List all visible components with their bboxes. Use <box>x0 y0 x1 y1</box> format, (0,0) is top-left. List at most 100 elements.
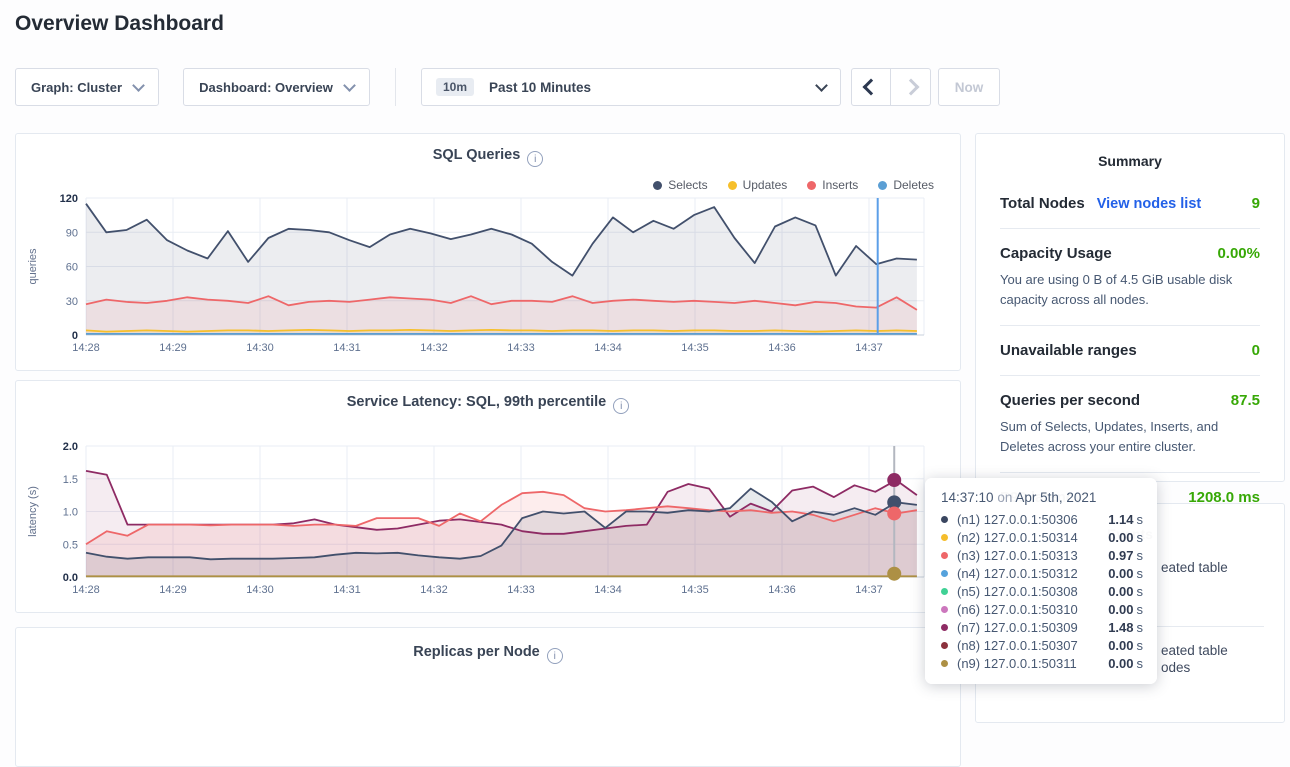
chevron-down-icon <box>815 78 828 92</box>
legend-item-updates[interactable]: Updates <box>727 178 787 192</box>
sql-queries-legend: Selects Updates Inserts Deletes <box>653 178 934 192</box>
time-range-label: Past 10 Minutes <box>489 79 592 95</box>
event-text-fragment: eated table <box>1161 560 1228 575</box>
node-dot-icon <box>941 569 948 577</box>
capacity-usage-value: 0.00% <box>1217 245 1260 262</box>
svg-text:14:35: 14:35 <box>681 342 709 354</box>
svg-text:14:33: 14:33 <box>507 584 535 596</box>
time-range-badge: 10m <box>436 78 475 96</box>
summary-panel: Summary Total Nodes View nodes list 9 Ca… <box>975 133 1285 506</box>
tooltip-timestamp: 14:37:10 on Apr 5th, 2021 <box>941 490 1097 505</box>
svg-text:14:31: 14:31 <box>333 342 361 354</box>
svg-text:14:31: 14:31 <box>333 584 361 596</box>
node-dot-icon <box>941 641 948 649</box>
deletes-dot-icon <box>878 180 888 190</box>
p99-latency-value: 1208.0 ms <box>1188 489 1260 506</box>
svg-text:14:34: 14:34 <box>594 342 622 354</box>
updates-dot-icon <box>727 180 737 190</box>
view-nodes-list-link[interactable]: View nodes list <box>1096 196 1202 212</box>
chevron-down-icon <box>342 78 356 92</box>
node-dot-icon <box>941 659 948 667</box>
sql-queries-panel: SQL Queries i Selects Updates Inserts Del… <box>15 133 961 371</box>
replicas-per-node-title: Replicas per Node i <box>16 644 960 664</box>
capacity-usage-desc: You are using 0 B of 4.5 GiB usable disk… <box>1000 272 1233 307</box>
svg-text:0.0: 0.0 <box>63 572 78 584</box>
svg-text:latency (s): latency (s) <box>27 486 39 537</box>
tooltip-node-row: (n8) 127.0.0.1:50307 0.00 s <box>941 636 1143 654</box>
svg-text:1.5: 1.5 <box>63 474 78 486</box>
svg-text:14:28: 14:28 <box>72 584 100 596</box>
now-button[interactable]: Now <box>938 68 1000 106</box>
time-range-dropdown[interactable]: 10m Past 10 Minutes <box>421 68 841 106</box>
service-latency-title: Service Latency: SQL, 99th percentile i <box>16 394 960 414</box>
svg-text:14:32: 14:32 <box>420 584 448 596</box>
svg-text:14:35: 14:35 <box>681 584 709 596</box>
unavailable-ranges-value: 0 <box>1251 342 1260 359</box>
divider <box>1000 375 1260 376</box>
svg-text:14:33: 14:33 <box>507 342 535 354</box>
legend-item-deletes[interactable]: Deletes <box>878 178 934 192</box>
svg-text:14:30: 14:30 <box>246 342 274 354</box>
controls-divider <box>395 68 396 106</box>
node-dot-icon <box>941 605 948 613</box>
tooltip-node-row: (n6) 127.0.0.1:50310 0.00 s <box>941 600 1143 618</box>
node-dot-icon <box>941 587 948 595</box>
sql-queries-chart[interactable]: 14:28 14:29 14:30 14:31 14:32 14:33 14:34 14:35… <box>16 134 962 370</box>
info-icon[interactable]: i <box>527 151 544 167</box>
svg-text:14:37: 14:37 <box>855 584 883 596</box>
legend-item-selects[interactable]: Selects <box>653 178 708 192</box>
tooltip-rows: (n1) 127.0.0.1:50306 1.14 s (n2) 127.0.0.1:… <box>941 510 1143 672</box>
svg-text:14:36: 14:36 <box>768 342 796 354</box>
tooltip-node-row: (n7) 127.0.0.1:50309 1.48 s <box>941 618 1143 636</box>
summary-row-total-nodes: Total Nodes View nodes list 9 <box>1000 195 1260 212</box>
svg-text:1.0: 1.0 <box>63 507 78 519</box>
node-dot-icon <box>941 515 948 523</box>
chevron-left-icon <box>862 78 880 96</box>
time-next-button[interactable] <box>890 68 931 106</box>
svg-text:2.0: 2.0 <box>63 441 78 453</box>
service-latency-chart[interactable]: 14:28 14:29 14:30 14:31 14:32 14:33 14:34 14:35… <box>16 381 962 612</box>
replicas-per-node-panel: Replicas per Node i <box>15 627 961 767</box>
selects-dot-icon <box>653 180 663 190</box>
time-prev-button[interactable] <box>851 68 891 106</box>
dashboard-dropdown[interactable]: Dashboard: Overview <box>183 68 370 106</box>
sql-queries-title: SQL Queries i <box>16 147 960 167</box>
event-text-fragment: eated table <box>1161 643 1228 658</box>
dashboard-dropdown-label: Dashboard: Overview <box>199 79 333 95</box>
tooltip-node-row: (n2) 127.0.0.1:50314 0.00 s <box>941 528 1143 546</box>
qps-desc: Sum of Selects, Updates, Inserts, and De… <box>1000 419 1219 454</box>
svg-text:0: 0 <box>72 330 78 342</box>
svg-text:queries: queries <box>27 248 39 285</box>
svg-text:30: 30 <box>66 296 78 308</box>
svg-text:120: 120 <box>60 193 78 205</box>
now-button-label: Now <box>954 79 984 95</box>
event-text-fragment: odes <box>1161 660 1191 675</box>
svg-text:14:36: 14:36 <box>768 584 796 596</box>
info-icon[interactable]: i <box>613 398 630 414</box>
graph-dropdown-label: Graph: Cluster <box>30 79 122 95</box>
graph-dropdown[interactable]: Graph: Cluster <box>15 68 159 106</box>
node-dot-icon <box>941 623 948 631</box>
legend-item-inserts[interactable]: Inserts <box>807 178 858 192</box>
inserts-dot-icon <box>807 180 817 190</box>
svg-text:0.5: 0.5 <box>63 539 78 551</box>
info-icon[interactable]: i <box>546 648 563 664</box>
summary-row-qps: Queries per second 87.5 <box>1000 392 1260 409</box>
chevron-down-icon <box>132 78 145 92</box>
svg-text:14:29: 14:29 <box>159 342 187 354</box>
summary-row-capacity: Capacity Usage 0.00% <box>1000 245 1260 262</box>
chevron-right-icon <box>902 78 919 96</box>
svg-text:14:34: 14:34 <box>594 584 622 596</box>
divider <box>1000 325 1260 326</box>
qps-value: 87.5 <box>1230 392 1260 409</box>
svg-text:14:32: 14:32 <box>420 342 448 354</box>
tooltip-node-row: (n9) 127.0.0.1:50311 0.00 s <box>941 654 1143 672</box>
svg-text:14:37: 14:37 <box>855 342 883 354</box>
service-latency-panel: Service Latency: SQL, 99th percentile i 1… <box>15 380 961 613</box>
svg-text:60: 60 <box>66 262 78 274</box>
divider <box>1000 228 1260 229</box>
page-title: Overview Dashboard <box>15 12 224 35</box>
svg-text:14:30: 14:30 <box>246 584 274 596</box>
total-nodes-value: 9 <box>1251 195 1260 212</box>
chart-hover-tooltip: 14:37:10 on Apr 5th, 2021 (n1) 127.0.0.1… <box>925 478 1157 684</box>
